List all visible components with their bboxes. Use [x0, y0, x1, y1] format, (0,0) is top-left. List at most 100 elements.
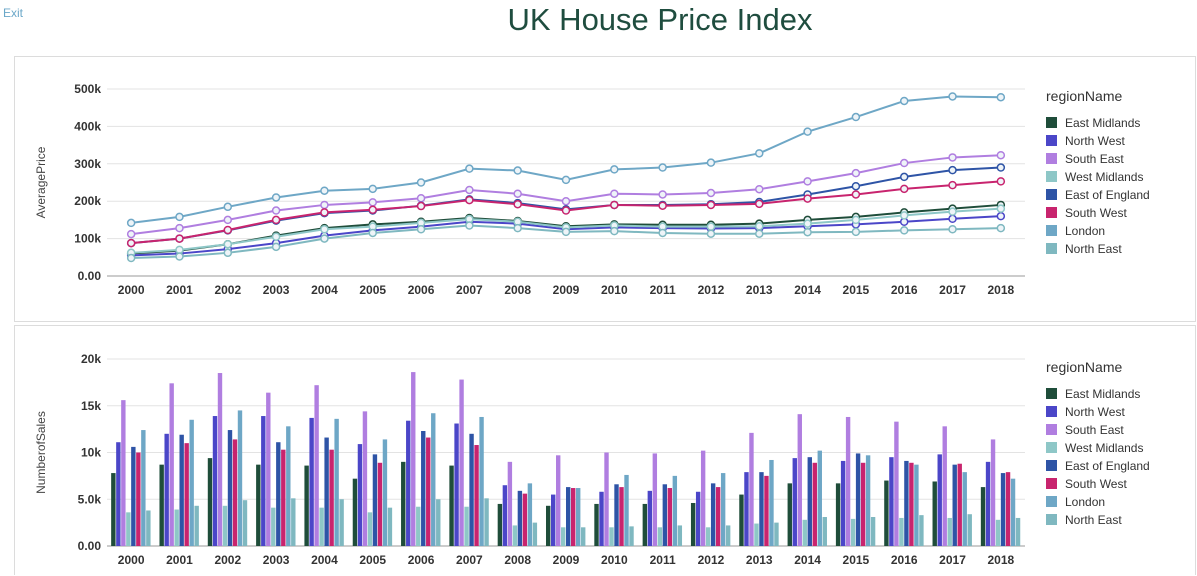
bar-london[interactable]: [769, 459, 774, 546]
bar-east-midlands[interactable]: [207, 458, 213, 546]
data-point[interactable]: [320, 225, 329, 234]
bar-north-east[interactable]: [581, 527, 586, 546]
data-point[interactable]: [996, 204, 1006, 213]
bar-east-of-england[interactable]: [517, 490, 523, 546]
bar-east-of-england[interactable]: [904, 460, 909, 546]
data-point[interactable]: [851, 112, 861, 122]
bar-london[interactable]: [189, 419, 194, 546]
bar-south-east[interactable]: [749, 432, 754, 546]
bar-south-east[interactable]: [942, 426, 947, 546]
legend-item-west-midlands[interactable]: West Midlands: [1046, 170, 1143, 184]
bar-london[interactable]: [576, 488, 581, 546]
bar-north-east[interactable]: [725, 525, 731, 546]
bar-west-midlands[interactable]: [802, 519, 807, 546]
data-point[interactable]: [658, 163, 667, 172]
bar-east-midlands[interactable]: [980, 487, 986, 546]
bar-east-of-england[interactable]: [227, 430, 233, 546]
data-point[interactable]: [996, 223, 1006, 233]
data-point[interactable]: [465, 185, 474, 195]
bar-north-west[interactable]: [937, 454, 942, 546]
data-point[interactable]: [803, 219, 812, 228]
bar-east-of-england[interactable]: [662, 484, 668, 546]
bar-south-west[interactable]: [909, 462, 914, 546]
bar-east-midlands[interactable]: [642, 503, 648, 546]
bar-east-midlands[interactable]: [787, 483, 792, 546]
data-point[interactable]: [320, 208, 329, 217]
bar-london[interactable]: [624, 474, 629, 546]
data-point[interactable]: [996, 163, 1006, 172]
bar-london[interactable]: [237, 410, 243, 546]
data-point[interactable]: [706, 222, 716, 231]
bar-south-east[interactable]: [894, 421, 899, 546]
bar-east-midlands[interactable]: [594, 503, 599, 546]
data-point[interactable]: [851, 168, 861, 178]
bar-south-east[interactable]: [507, 461, 513, 546]
bar-south-west[interactable]: [715, 487, 721, 546]
data-point[interactable]: [948, 180, 957, 190]
bar-north-east[interactable]: [194, 505, 199, 546]
bar-south-west[interactable]: [1005, 472, 1011, 546]
bar-london[interactable]: [865, 455, 871, 546]
data-point[interactable]: [175, 212, 184, 222]
bar-east-of-england[interactable]: [759, 472, 764, 546]
bar-north-west[interactable]: [695, 491, 701, 546]
data-point[interactable]: [706, 158, 716, 167]
bar-south-east[interactable]: [362, 411, 368, 546]
data-point[interactable]: [706, 188, 716, 198]
bar-north-east[interactable]: [436, 499, 441, 546]
data-point[interactable]: [996, 211, 1006, 221]
exit-link[interactable]: Exit: [3, 6, 24, 20]
data-point[interactable]: [948, 165, 957, 175]
data-point[interactable]: [658, 190, 667, 199]
bar-south-west[interactable]: [957, 463, 962, 546]
bar-west-midlands[interactable]: [609, 527, 614, 546]
bar-north-east[interactable]: [532, 522, 538, 546]
bar-west-midlands[interactable]: [512, 525, 518, 546]
bar-north-west[interactable]: [454, 423, 459, 546]
legend-item-east-of-england[interactable]: East of England: [1046, 459, 1150, 473]
data-point[interactable]: [996, 177, 1006, 186]
bar-east-midlands[interactable]: [352, 478, 358, 546]
bar-north-east[interactable]: [339, 499, 344, 546]
bar-west-midlands[interactable]: [561, 527, 566, 546]
bar-north-west[interactable]: [599, 491, 604, 546]
bar-east-midlands[interactable]: [932, 481, 937, 546]
legend-item-south-west[interactable]: South West: [1046, 206, 1127, 220]
data-point[interactable]: [320, 234, 329, 243]
bar-west-midlands[interactable]: [319, 507, 324, 546]
data-point[interactable]: [368, 198, 377, 207]
bar-london[interactable]: [141, 430, 146, 546]
data-point[interactable]: [126, 238, 136, 248]
data-point[interactable]: [851, 181, 861, 191]
data-point[interactable]: [899, 158, 909, 168]
bar-north-east[interactable]: [387, 507, 393, 546]
bar-east-midlands[interactable]: [111, 473, 116, 546]
data-point[interactable]: [803, 177, 812, 186]
bar-london[interactable]: [672, 475, 678, 546]
bar-south-east[interactable]: [797, 414, 802, 546]
data-point[interactable]: [126, 253, 136, 263]
bar-north-west[interactable]: [309, 417, 314, 546]
data-point[interactable]: [465, 195, 474, 205]
bar-south-west[interactable]: [136, 452, 141, 547]
bar-west-midlands[interactable]: [705, 527, 711, 546]
bar-london[interactable]: [1010, 478, 1016, 546]
bar-east-midlands[interactable]: [497, 503, 503, 546]
bar-east-of-england[interactable]: [469, 433, 474, 546]
data-point[interactable]: [416, 225, 426, 234]
bar-south-east[interactable]: [556, 455, 561, 546]
legend-item-east-of-england[interactable]: East of England: [1046, 188, 1150, 202]
bar-east-midlands[interactable]: [401, 461, 406, 546]
data-point[interactable]: [223, 239, 233, 249]
bar-north-east[interactable]: [291, 498, 296, 546]
data-point[interactable]: [658, 201, 667, 210]
bar-south-east[interactable]: [266, 392, 271, 546]
bar-east-of-england[interactable]: [131, 446, 136, 546]
data-point[interactable]: [126, 229, 136, 239]
data-point[interactable]: [755, 184, 764, 194]
bar-east-midlands[interactable]: [739, 494, 744, 546]
data-point[interactable]: [320, 200, 329, 210]
bar-north-east[interactable]: [484, 498, 489, 546]
bar-north-west[interactable]: [212, 416, 218, 546]
bar-north-east[interactable]: [774, 522, 779, 546]
